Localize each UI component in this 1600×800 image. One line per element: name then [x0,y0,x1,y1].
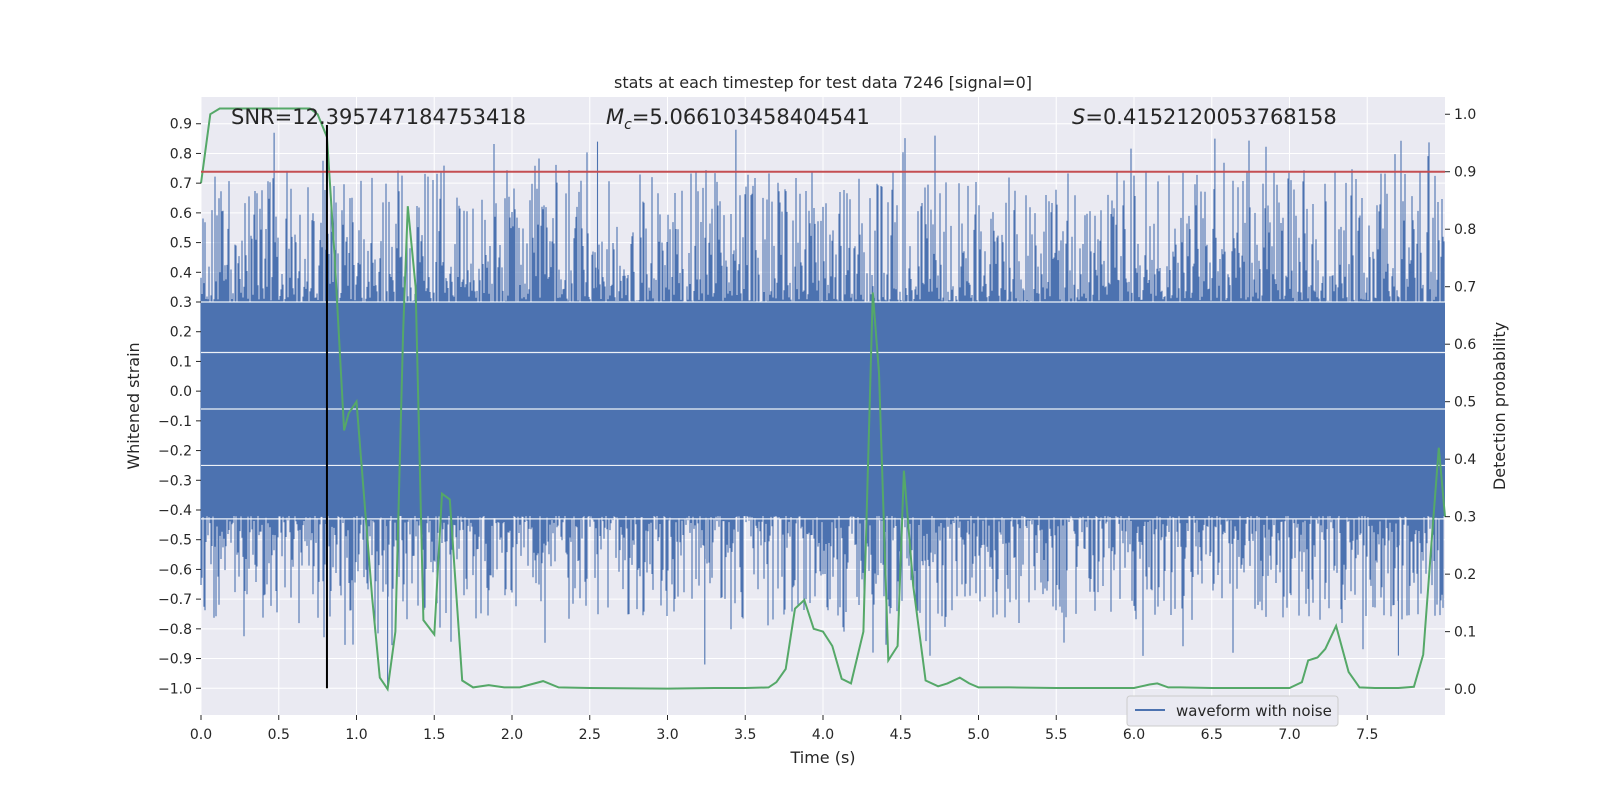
waveform-series [200,129,1445,689]
x-tick-label: 3.5 [734,727,756,743]
x-tick-label: 0.0 [190,727,212,743]
y2-tick-label: 0.3 [1454,510,1476,526]
x-tick-label: 1.0 [345,727,367,743]
x-tick-label: 4.5 [890,727,912,743]
y2-tick-label: 0.7 [1454,280,1476,296]
chart-title: stats at each timestep for test data 724… [614,73,1032,92]
y-tick-label: 0.8 [170,146,192,162]
y-tick-label: 0.0 [170,384,192,400]
y-tick-label: 0.9 [170,117,192,133]
y-tick-label: −0.1 [158,414,192,430]
probability-series [200,107,1446,692]
x-tick-label: 1.5 [423,727,445,743]
chirp-mass-symbol: M [606,105,624,129]
y-tick-label: 0.1 [170,354,192,370]
y-tick-label: 0.6 [170,206,192,222]
x-tick-label: 5.0 [967,727,989,743]
y-tick-label: −1.0 [158,681,192,697]
y-tick-label: −0.7 [158,592,192,608]
y2-tick-label: 0.2 [1454,567,1476,583]
y-tick-label: −0.3 [158,473,192,489]
snr-annotation: SNR=12.395747184753418 [231,105,526,129]
detection-probability-line [200,107,1446,692]
legend-box [1126,695,1339,727]
y-tick-label: −0.4 [158,503,192,519]
axes: 0.0 0.5 1.0 1.5 2.0 2.5 3.0 3.5 4.0 4.5 5.0 5.5 6.0 6… [158,107,1476,743]
x-tick-label: 7.0 [1278,727,1300,743]
chirp-mass-value: =5.066103458404541 [632,105,870,129]
y-tick-label: 0.3 [170,295,192,311]
y2-axis-label: Detection probability [1490,322,1509,490]
x-tick-label: 7.5 [1356,727,1378,743]
y-tick-label: −0.5 [158,533,192,549]
x-tick-label: 6.5 [1201,727,1223,743]
x-tick-label: 2.0 [501,727,523,743]
x-tick-label: 0.5 [268,727,290,743]
x-tick-label: 2.5 [579,727,601,743]
y-tick-label: 0.2 [170,325,192,341]
y-tick-label: 0.4 [170,265,192,281]
x-tick-label: 6.0 [1123,727,1145,743]
statistic-value: =0.4152120053768158 [1085,105,1336,129]
y2-tick-label: 0.6 [1454,337,1476,353]
y-tick-label: 0.5 [170,236,192,252]
chirp-mass-annotation: Mc=5.066103458404541 [606,105,870,133]
y2-tick-label: 0.0 [1454,682,1476,698]
statistic-annotation: S=0.4152120053768158 [1072,105,1337,129]
x-tick-label: 4.0 [812,727,834,743]
y2-tick-label: 1.0 [1454,107,1476,123]
x-axis-label: Time (s) [789,748,855,767]
statistic-symbol: S [1072,105,1085,129]
y2-tick-label: 0.1 [1454,625,1476,641]
legend-label: waveform with noise [1176,702,1332,720]
y-tick-label: 0.7 [170,176,192,192]
x-tick-label: 3.0 [656,727,678,743]
y2-tick-label: 0.8 [1454,222,1476,238]
waveform-trace [200,129,1445,689]
y2-tick-label: 0.9 [1454,165,1476,181]
legend: waveform with noise [1126,695,1339,727]
chirp-mass-subscript: c [624,117,632,133]
y-tick-label: −0.6 [158,562,192,578]
y-tick-label: −0.8 [158,622,192,638]
y2-tick-label: 0.4 [1454,452,1476,468]
y-tick-label: −0.2 [158,444,192,460]
y-axis-label: Whitened strain [124,342,143,469]
y2-tick-label: 0.5 [1454,395,1476,411]
y-tick-label: −0.9 [158,652,192,668]
x-tick-label: 5.5 [1045,727,1067,743]
